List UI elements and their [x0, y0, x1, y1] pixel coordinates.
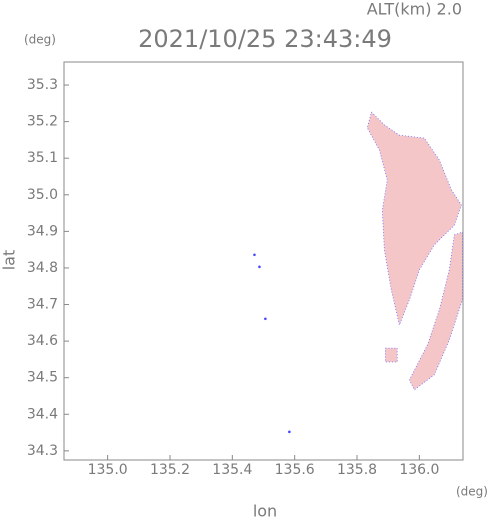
x-tick-label: 136.0 [399, 462, 439, 478]
y-tick-label: 34.8 [27, 260, 58, 276]
y-tick-label: 34.3 [27, 443, 58, 459]
echo-region [408, 231, 463, 391]
echo-point [253, 253, 256, 257]
y-tick-label: 35.3 [27, 77, 58, 93]
x-unit: (deg) [456, 485, 488, 499]
echo-point [264, 317, 267, 321]
y-unit: (deg) [24, 33, 56, 47]
y-tick-label: 35.1 [27, 150, 58, 166]
plot-frame [63, 61, 464, 461]
y-tick-label: 34.9 [27, 223, 58, 239]
x-tick-label: 135.2 [150, 462, 190, 478]
echo-region [384, 347, 398, 363]
echo-point [258, 265, 261, 269]
y-tick-label: 34.7 [27, 297, 58, 313]
x-tick-label: 135.0 [88, 462, 128, 478]
x-axis-title: lon [253, 502, 277, 521]
y-tick-label: 35.2 [27, 114, 58, 130]
echo-point [288, 430, 291, 434]
y-tick-label: 35.0 [27, 187, 58, 203]
chart-title: 2021/10/25 23:43:49 [138, 25, 392, 53]
x-tick-label: 135.4 [212, 462, 252, 478]
altitude-label: ALT(km) 2.0 [367, 0, 462, 19]
y-tick-label: 34.6 [27, 333, 58, 349]
y-axis-title: lat [0, 250, 19, 271]
y-tick-label: 34.4 [27, 406, 58, 422]
y-tick-label: 34.5 [27, 370, 58, 386]
x-tick-label: 135.6 [275, 462, 315, 478]
echo-region [366, 111, 462, 326]
x-tick-label: 135.8 [337, 462, 377, 478]
